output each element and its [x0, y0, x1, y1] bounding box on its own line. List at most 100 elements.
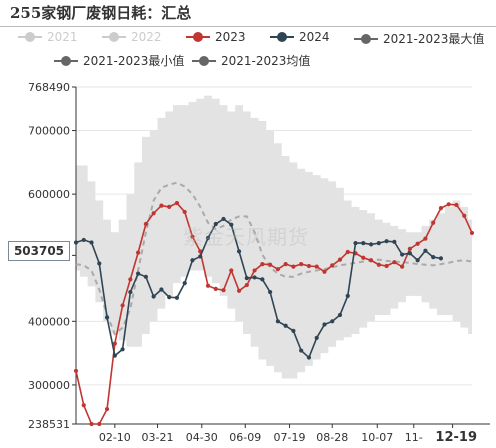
data-point-2024[interactable]	[438, 256, 444, 261]
data-point-2024[interactable]	[182, 281, 187, 286]
legend-item-2021[interactable]: 2021	[18, 30, 78, 44]
data-point-2023[interactable]	[151, 211, 156, 216]
data-point-2024[interactable]	[260, 277, 265, 282]
data-point-2024[interactable]	[190, 258, 195, 263]
data-point-2023[interactable]	[260, 261, 265, 267]
data-point-2023[interactable]	[97, 421, 102, 427]
data-point-2024[interactable]	[244, 275, 249, 281]
data-point-2023[interactable]	[81, 403, 86, 408]
data-point-2024[interactable]	[275, 319, 280, 324]
data-point-2024[interactable]	[283, 323, 288, 328]
data-point-2023[interactable]	[345, 249, 350, 255]
data-point-2023[interactable]	[275, 267, 280, 272]
data-point-2024[interactable]	[400, 252, 405, 257]
data-point-2023[interactable]	[469, 230, 475, 236]
data-point-2024[interactable]	[89, 240, 94, 245]
data-point-2023[interactable]	[73, 368, 79, 374]
data-point-2023[interactable]	[229, 268, 234, 273]
data-point-2024[interactable]	[97, 261, 102, 266]
data-point-2024[interactable]	[368, 242, 374, 247]
data-point-2023[interactable]	[159, 203, 164, 208]
data-point-2024[interactable]	[431, 254, 436, 260]
data-point-2023[interactable]	[167, 204, 172, 209]
data-point-2023[interactable]	[104, 406, 110, 412]
data-point-2023[interactable]	[330, 263, 335, 268]
data-point-2024[interactable]	[73, 240, 79, 245]
data-point-2023[interactable]	[407, 246, 412, 251]
data-point-2023[interactable]	[190, 234, 195, 239]
data-point-2023[interactable]	[423, 236, 428, 241]
data-point-2023[interactable]	[400, 264, 405, 269]
data-point-2024[interactable]	[423, 248, 428, 253]
data-point-2024[interactable]	[407, 251, 412, 256]
data-point-2023[interactable]	[128, 277, 133, 282]
data-point-2024[interactable]	[198, 254, 203, 259]
data-point-2024[interactable]	[322, 322, 327, 327]
data-point-2024[interactable]	[229, 222, 234, 227]
data-point-2024[interactable]	[345, 293, 350, 298]
data-point-2023[interactable]	[213, 286, 218, 291]
data-point-2024[interactable]	[136, 271, 141, 276]
data-point-2023[interactable]	[291, 264, 296, 269]
data-point-2024[interactable]	[337, 312, 343, 318]
data-point-2023[interactable]	[236, 288, 242, 293]
data-point-2024[interactable]	[213, 221, 218, 227]
legend-item-min[interactable]: 2021-2023最小值	[54, 52, 184, 69]
data-point-2023[interactable]	[431, 220, 436, 225]
data-point-2024[interactable]	[306, 355, 312, 360]
data-point-2024[interactable]	[112, 353, 117, 358]
data-point-2023[interactable]	[446, 202, 451, 207]
data-point-2023[interactable]	[299, 261, 304, 267]
data-point-2023[interactable]	[337, 257, 343, 262]
data-point-2023[interactable]	[136, 250, 141, 255]
data-point-2024[interactable]	[415, 258, 420, 263]
data-point-2023[interactable]	[361, 255, 366, 260]
data-point-2024[interactable]	[252, 275, 257, 280]
data-point-2023[interactable]	[182, 209, 187, 215]
data-point-2024[interactable]	[291, 328, 296, 333]
data-point-2024[interactable]	[159, 287, 164, 292]
data-point-2023[interactable]	[283, 261, 288, 267]
data-point-2024[interactable]	[353, 241, 358, 246]
data-point-2023[interactable]	[268, 262, 273, 267]
legend-item-2023[interactable]: 2023	[186, 30, 246, 44]
legend-item-2022[interactable]: 2022	[102, 30, 162, 44]
data-point-2024[interactable]	[376, 241, 381, 246]
data-point-2023[interactable]	[392, 260, 397, 265]
data-point-2023[interactable]	[322, 269, 327, 274]
data-point-2024[interactable]	[268, 289, 273, 295]
data-point-2024[interactable]	[167, 295, 172, 300]
data-point-2024[interactable]	[151, 294, 156, 299]
data-point-2024[interactable]	[104, 315, 110, 320]
data-point-2023[interactable]	[415, 241, 420, 246]
data-point-2024[interactable]	[314, 335, 319, 340]
data-point-2024[interactable]	[299, 348, 304, 353]
data-point-2024[interactable]	[330, 319, 335, 324]
data-point-2024[interactable]	[128, 289, 133, 295]
data-point-2023[interactable]	[454, 202, 459, 208]
data-point-2024[interactable]	[361, 241, 366, 246]
data-point-2023[interactable]	[221, 288, 226, 293]
data-point-2023[interactable]	[306, 263, 312, 269]
data-point-2024[interactable]	[174, 295, 180, 300]
data-point-2023[interactable]	[462, 213, 467, 218]
data-point-2023[interactable]	[314, 264, 319, 269]
data-point-2023[interactable]	[205, 283, 211, 288]
data-point-2023[interactable]	[384, 263, 389, 269]
data-point-2023[interactable]	[112, 341, 117, 346]
data-point-2023[interactable]	[252, 268, 257, 273]
data-point-2024[interactable]	[392, 239, 397, 244]
legend-item-mean[interactable]: 2021-2023均值	[192, 52, 310, 69]
data-point-2023[interactable]	[244, 282, 249, 288]
legend-item-2024[interactable]: 2024	[270, 30, 330, 44]
data-point-2024[interactable]	[384, 239, 389, 244]
data-point-2023[interactable]	[376, 262, 381, 267]
data-point-2023[interactable]	[89, 421, 94, 427]
data-point-2023[interactable]	[438, 206, 444, 211]
data-point-2024[interactable]	[236, 249, 242, 254]
data-point-2024[interactable]	[205, 235, 211, 241]
data-point-2024[interactable]	[143, 274, 148, 279]
data-point-2023[interactable]	[368, 258, 374, 263]
data-point-2024[interactable]	[221, 216, 226, 222]
data-point-2023[interactable]	[120, 303, 125, 308]
